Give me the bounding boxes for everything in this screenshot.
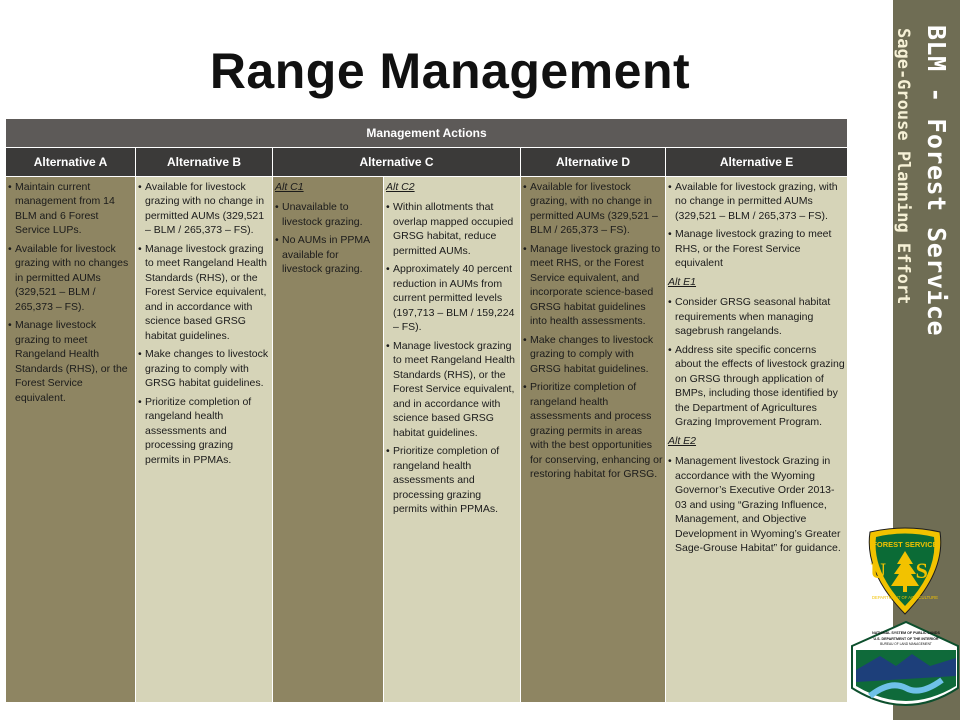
alt-b-item: Manage livestock grazing to meet Rangela… bbox=[138, 242, 270, 343]
sidebar-title: BLM - Forest Service bbox=[922, 25, 951, 337]
alt-a-item: Manage livestock grazing to meet Rangela… bbox=[8, 318, 133, 405]
alt-e1-item: Consider GRSG seasonal habitat requireme… bbox=[668, 295, 845, 338]
fs-logo-top-text: FOREST SERVICE bbox=[872, 540, 937, 549]
column-header-alt-e: Alternative E bbox=[664, 147, 849, 177]
alt-c1-item: No AUMs in PPMA available for livestock … bbox=[275, 233, 381, 276]
column-header-alt-d: Alternative D bbox=[520, 147, 666, 177]
alt-e-item: Manage livestock grazing to meet RHS, or… bbox=[668, 227, 845, 270]
alt-e1-label: Alt E1 bbox=[668, 275, 697, 288]
alt-c1-item: Unavailable to livestock grazing. bbox=[275, 200, 381, 229]
alt-d-item: Prioritize completion of rangeland healt… bbox=[523, 380, 663, 481]
alt-e2-item: Management livestock Grazing in accordan… bbox=[668, 454, 845, 555]
table-header-management-actions: Management Actions bbox=[4, 118, 849, 148]
alt-c1-label: Alt C1 bbox=[275, 181, 304, 193]
alt-b-item: Make changes to livestock grazing to com… bbox=[138, 347, 270, 390]
alt-e-cell: Available for livestock grazing, with no… bbox=[664, 176, 849, 703]
page-title: Range Management bbox=[209, 43, 691, 99]
column-header-alt-c: Alternative C bbox=[272, 147, 521, 177]
alt-c2-item: Within allotments that overlap mapped oc… bbox=[386, 200, 518, 258]
alt-e1-item: Address site specific concerns about the… bbox=[668, 343, 845, 430]
alt-c2-item: Approximately 40 percent reduction in AU… bbox=[386, 262, 518, 334]
alt-d-item: Make changes to livestock grazing to com… bbox=[523, 333, 663, 376]
alt-d-item: Available for livestock grazing, with no… bbox=[523, 180, 663, 238]
blm-logo-line1: NATIONAL SYSTEM OF PUBLIC LANDS bbox=[872, 631, 940, 635]
alt-d-item: Manage livestock grazing to meet RHS, or… bbox=[523, 242, 663, 329]
fs-logo-bottom-text: DEPARTMENT OF AGRICULTURE bbox=[872, 595, 938, 600]
column-header-alt-b: Alternative B bbox=[135, 147, 273, 177]
alt-e2-label: Alt E2 bbox=[668, 434, 697, 447]
blm-logo-line3: BUREAU OF LAND MANAGEMENT bbox=[880, 642, 932, 646]
column-header-alt-a: Alternative A bbox=[5, 147, 136, 177]
forest-service-shield-logo: FOREST SERVICE U S DEPARTMENT OF AGRICUL… bbox=[868, 527, 942, 615]
river-icon bbox=[868, 677, 944, 699]
alt-c1-cell: Alt C1 Unavailable to livestock grazing.… bbox=[272, 176, 384, 703]
alt-b-item: Prioritize completion of rangeland healt… bbox=[138, 395, 270, 467]
blm-logo: NATIONAL SYSTEM OF PUBLIC LANDS U.S. DEP… bbox=[851, 620, 959, 706]
tree-icon bbox=[891, 551, 919, 586]
alt-c2-item: Manage livestock grazing to meet Rangela… bbox=[386, 339, 518, 440]
alt-e-item: Available for livestock grazing, with no… bbox=[668, 180, 845, 223]
alt-c2-label: Alt C2 bbox=[386, 181, 415, 193]
management-actions-table: Management Actions Alternative A Alterna… bbox=[4, 118, 849, 703]
alt-c2-item: Prioritize completion of rangeland healt… bbox=[386, 444, 518, 516]
alt-d-cell: Available for livestock grazing, with no… bbox=[520, 176, 666, 703]
sidebar-subtitle: Sage-Grouse Planning Effort bbox=[893, 28, 913, 305]
alt-a-item: Available for livestock grazing with no … bbox=[8, 242, 133, 314]
alt-b-cell: Available for livestock grazing with no … bbox=[135, 176, 273, 703]
alt-b-item: Available for livestock grazing with no … bbox=[138, 180, 270, 238]
blm-logo-line2: U.S. DEPARTMENT OF THE INTERIOR bbox=[873, 637, 938, 641]
alt-a-cell: Maintain current management from 14 BLM … bbox=[5, 176, 136, 703]
alt-a-item: Maintain current management from 14 BLM … bbox=[8, 180, 133, 238]
alt-c2-cell: Alt C2 Within allotments that overlap ma… bbox=[383, 176, 521, 703]
